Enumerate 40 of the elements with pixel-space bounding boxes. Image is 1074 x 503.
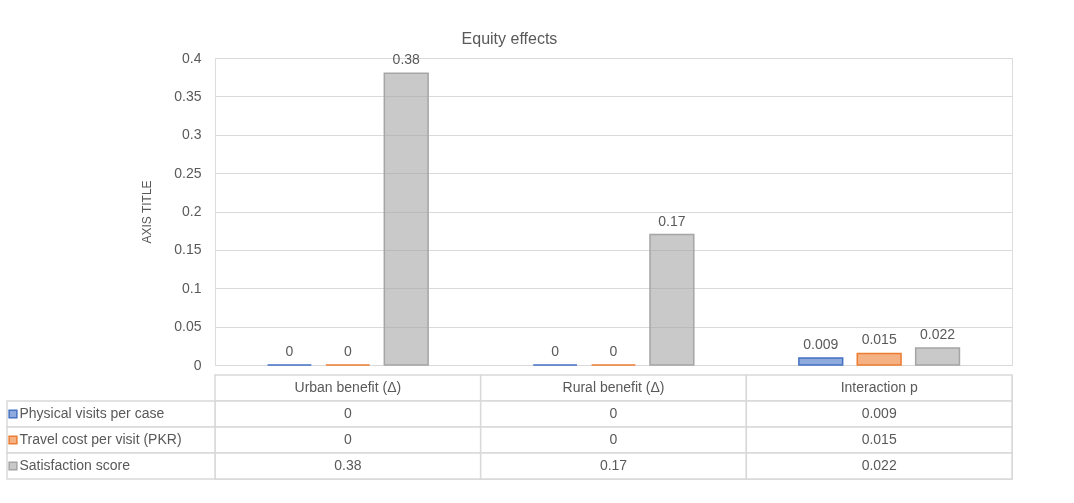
y-tick-label: 0.35	[174, 87, 202, 104]
text: 0	[609, 343, 618, 359]
data-label: 0.015	[861, 431, 897, 447]
y-tick-label: 0	[193, 356, 202, 373]
data-label: 0.022	[861, 457, 897, 473]
data-label: 0	[609, 405, 618, 421]
y-tick-label: 0.1	[182, 279, 202, 296]
data-label: 0.17	[599, 457, 628, 473]
y-tick-label: 0.4	[182, 49, 202, 66]
y-tick-label: 0.3	[182, 126, 202, 143]
y-tick-label: 0.25	[174, 164, 202, 181]
x-tick-label: Rural benefit (Δ)	[562, 379, 665, 395]
bar	[383, 72, 429, 366]
data-label: 0.38	[334, 457, 362, 473]
text: 0	[551, 343, 560, 359]
text: 0.17	[658, 212, 686, 229]
x-tick-label: Urban benefit (Δ)	[294, 379, 402, 395]
chart-title: Equity effects	[461, 29, 558, 47]
data-label: 0	[343, 405, 352, 421]
text: 0.015	[861, 331, 897, 348]
text: 0	[343, 343, 352, 359]
legend-label: Satisfaction score	[19, 457, 131, 473]
legend-label: Physical visits per case	[19, 405, 165, 421]
y-tick-label: 0.15	[174, 241, 202, 258]
data-label: 0.009	[861, 405, 897, 421]
y-tick-label: 0.2	[182, 203, 202, 219]
data-label: 0	[343, 431, 352, 447]
text: 0.022	[920, 326, 956, 343]
bar	[914, 347, 961, 366]
bar	[798, 357, 844, 366]
text: 0	[285, 343, 294, 359]
x-tick-label: Interaction p	[840, 379, 918, 395]
y-axis-title: AXIS TITLE	[140, 180, 155, 244]
bar	[649, 233, 695, 366]
y-tick-label: 0.05	[174, 318, 202, 335]
data-label: 0	[609, 431, 618, 447]
text: 0.009	[803, 336, 839, 353]
legend-label: Travel cost per visit (PKR)	[19, 431, 182, 447]
bar	[856, 352, 902, 366]
text: 0.38	[392, 51, 420, 68]
